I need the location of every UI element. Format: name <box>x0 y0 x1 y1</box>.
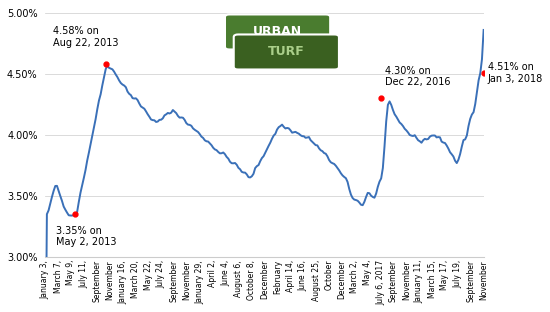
FancyBboxPatch shape <box>234 34 339 70</box>
FancyBboxPatch shape <box>225 14 330 50</box>
Text: URBAN: URBAN <box>253 26 302 38</box>
Text: 4.51% on
Jan 3, 2018: 4.51% on Jan 3, 2018 <box>488 62 543 84</box>
Text: 4.58% on
Aug 22, 2013: 4.58% on Aug 22, 2013 <box>53 26 118 48</box>
Text: 4.30% on
Dec 22, 2016: 4.30% on Dec 22, 2016 <box>386 66 451 87</box>
Text: 3.35% on
May 2, 2013: 3.35% on May 2, 2013 <box>56 226 117 247</box>
Text: TURF: TURF <box>268 46 305 58</box>
